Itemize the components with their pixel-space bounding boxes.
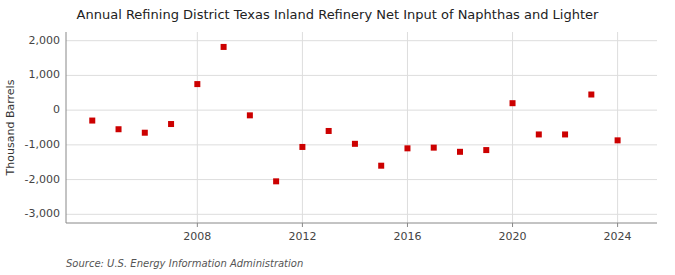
point (89, 118, 95, 124)
x-grid-line (512, 32, 513, 223)
axes: -3,000 -2,000 -1,000 0 1,000 2,000 2008 2012 201… (25, 32, 657, 243)
point (273, 178, 279, 184)
x-grid-line (197, 32, 198, 223)
title: Annual Refining District Texas Inland Re… (77, 7, 599, 22)
x-tick-label: 2016 (393, 230, 421, 243)
point (483, 147, 489, 153)
point (116, 126, 122, 132)
y-axis-label: Thousand Barrels (4, 79, 17, 176)
y-tick-label: -3,000 (25, 207, 60, 220)
y-grid-line (66, 179, 657, 180)
x-tick-label: 2024 (604, 230, 632, 243)
x-tick (617, 223, 618, 227)
point (299, 144, 305, 150)
x-tick-label: 2012 (288, 230, 316, 243)
points (89, 44, 620, 184)
x-tick (407, 223, 408, 227)
point (562, 131, 568, 137)
point (536, 131, 542, 137)
point (431, 145, 437, 151)
y-axis-line (66, 32, 67, 223)
point (457, 149, 463, 155)
point (588, 92, 594, 98)
point (378, 163, 384, 169)
y-grid-line (66, 144, 657, 145)
y-tick-label: 0 (53, 103, 60, 116)
point (510, 100, 516, 106)
x-axis-line (66, 223, 657, 224)
y-grid-line (66, 214, 657, 215)
point (247, 112, 253, 118)
point (404, 145, 410, 151)
y-grid-line (66, 40, 657, 41)
x-grid-line (302, 32, 303, 223)
point (142, 130, 148, 136)
point (615, 137, 621, 143)
x-tick (197, 223, 198, 227)
point (221, 44, 227, 50)
x-tick (302, 223, 303, 227)
y-tick-label: -1,000 (25, 138, 60, 151)
y-tick-label: 1,000 (29, 68, 61, 81)
y-tick-label: 2,000 (29, 34, 61, 47)
point (326, 128, 332, 134)
source: Source: U.S. Energy Information Administ… (66, 258, 303, 269)
x-grid-line (407, 32, 408, 223)
point (352, 141, 358, 147)
y-tick-label: -2,000 (25, 173, 60, 186)
y-grid-line (66, 110, 657, 111)
grid (66, 32, 657, 223)
y-grid-line (66, 75, 657, 76)
x-tick-label: 2020 (499, 230, 527, 243)
x-tick (512, 223, 513, 227)
point (168, 121, 174, 127)
x-grid-line (617, 32, 618, 223)
point (194, 81, 200, 87)
x-tick-label: 2008 (183, 230, 211, 243)
chart: -3,000 -2,000 -1,000 0 1,000 2,000 2008 2012 201… (0, 0, 675, 275)
